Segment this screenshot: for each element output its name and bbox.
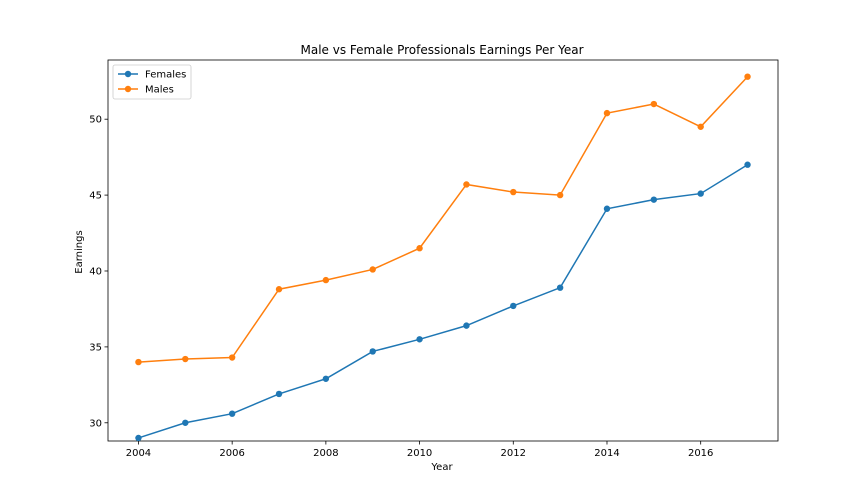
data-point-females — [603, 205, 611, 212]
data-point-females — [650, 196, 658, 203]
data-point-females — [416, 336, 423, 343]
data-point-females — [182, 419, 189, 426]
data-point-females — [463, 322, 470, 329]
x-tick-label: 2006 — [219, 448, 244, 459]
data-point-females — [510, 302, 517, 310]
data-point-males — [182, 355, 189, 363]
legend-label-males: Males — [145, 85, 174, 96]
data-point-males — [697, 123, 704, 130]
data-point-females — [744, 161, 751, 168]
y-tick-label: 50 — [89, 115, 102, 126]
x-tick-label: 2010 — [407, 448, 432, 459]
y-tick-label: 35 — [89, 342, 102, 353]
data-point-males — [322, 276, 330, 284]
y-tick-label: 45 — [89, 191, 102, 202]
series-line-males — [138, 76, 749, 363]
data-point-females — [135, 434, 142, 442]
data-point-males — [650, 100, 658, 108]
data-point-females — [228, 410, 236, 417]
data-point-females — [697, 190, 704, 197]
data-point-males — [510, 188, 517, 196]
data-point-males — [603, 109, 611, 117]
x-axis-label: Year — [430, 462, 453, 473]
legend-marker-females — [124, 70, 132, 78]
data-point-females — [369, 348, 376, 355]
data-point-females — [556, 284, 564, 291]
x-tick-label: 2012 — [501, 448, 526, 459]
data-point-males — [416, 245, 423, 252]
x-tick-label: 2008 — [313, 448, 338, 459]
series-line-females — [138, 164, 748, 439]
x-tick-label: 2004 — [126, 448, 151, 459]
plot-area: 2004 2006 2008 2010 2012 2014 2016 30 35 40 45 50 — [89, 59, 779, 459]
x-tick-label: 2014 — [594, 448, 619, 459]
data-point-males — [275, 286, 283, 293]
legend-label-females: Females — [145, 70, 186, 81]
data-point-females — [275, 390, 283, 398]
plot-frame — [107, 59, 779, 442]
chart-title: Male vs Female Professionals Earnings Pe… — [300, 43, 583, 57]
data-point-males — [135, 358, 142, 366]
data-point-males — [228, 354, 236, 361]
data-point-males — [556, 191, 564, 199]
legend: Females Males — [112, 64, 192, 100]
legend-marker-males — [124, 85, 132, 93]
data-point-males — [463, 181, 470, 188]
data-point-males — [744, 73, 751, 80]
data-point-males — [369, 266, 376, 273]
x-tick-label: 2016 — [688, 448, 713, 459]
y-tick-label: 30 — [89, 418, 102, 429]
y-tick-label: 40 — [89, 266, 102, 277]
data-point-females — [322, 375, 330, 382]
y-axis-label: Earnings — [74, 230, 85, 273]
